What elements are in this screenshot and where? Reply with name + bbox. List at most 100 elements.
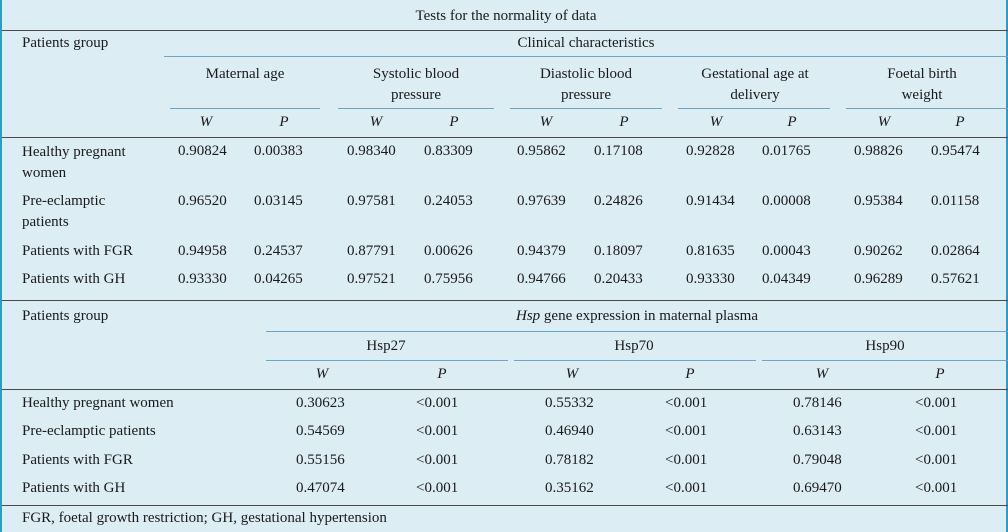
t1-row-group: Pre-eclamptic patients [22, 193, 106, 230]
t2-col-hsp70: Hsp70 [614, 338, 654, 354]
t2-group-header: Patients group [22, 308, 109, 324]
t1-col-rule [510, 108, 662, 109]
t1-col-rule [846, 108, 1008, 109]
t2-cell: <0.001 [416, 423, 459, 439]
t1-cell: 0.81635 [686, 243, 735, 259]
t1-cell: 0.03145 [254, 193, 303, 209]
t2-col-rule [266, 360, 508, 361]
table-footnote: FGR, foetal growth restriction; GH, gest… [22, 510, 387, 526]
t1-col-rule [170, 108, 320, 109]
t1-cell: 0.00043 [762, 243, 811, 259]
t2-cell: 0.35162 [545, 480, 594, 496]
t1-sub-p: P [955, 114, 965, 130]
t1-cell: 0.87791 [347, 243, 396, 259]
t2-cell: 0.55332 [545, 395, 594, 411]
t2-cell: 0.69470 [793, 480, 842, 496]
t2-sub-p: P [685, 366, 695, 382]
t2-cell: <0.001 [915, 480, 958, 496]
t1-sub-p: P [449, 114, 459, 130]
t2-row-group: Healthy pregnant women [22, 395, 174, 411]
t2-span-header-italic: Hsp [515, 308, 541, 324]
t1-cell: 0.01158 [931, 193, 980, 209]
t1-cell: 0.94379 [517, 243, 566, 259]
t1-sub-w: W [369, 114, 383, 130]
t1-cell: 0.96520 [178, 193, 227, 209]
t1-span-rule [164, 56, 1008, 57]
t2-sub-w: W [565, 366, 579, 382]
t1-sub-w: W [539, 114, 553, 130]
t1-cell: 0.04265 [254, 271, 303, 287]
t1-group-header: Patients group [22, 35, 109, 51]
t2-row-group: Pre-eclamptic patients [22, 423, 156, 439]
t1-cell: 0.97521 [347, 271, 396, 287]
t1-cell: 0.20433 [594, 271, 643, 287]
t1-cell: 0.17108 [594, 143, 643, 159]
t1-cell: 0.95384 [854, 193, 903, 209]
t2-cell: 0.47074 [296, 480, 345, 496]
t2-col-hsp27: Hsp27 [366, 338, 406, 354]
t2-cell: 0.79048 [793, 452, 842, 468]
t2-cell: <0.001 [416, 452, 459, 468]
t2-span-header: Hsp gene expression in maternal plasma [264, 308, 1008, 325]
t1-row-group: Healthy pregnant women [22, 144, 126, 181]
t2-col-hsp90: Hsp90 [865, 338, 905, 354]
t1-cell: 0.04349 [762, 271, 811, 287]
t2-col-rule [514, 360, 756, 361]
t1-sub-w: W [199, 114, 213, 130]
table-title: Tests for the normality of data [415, 8, 597, 24]
t2-cell: <0.001 [416, 395, 459, 411]
rule-t1-header [2, 137, 1008, 138]
t2-row-group: Patients with GH [22, 480, 126, 496]
t2-sub-w: W [815, 366, 829, 382]
t1-cell: 0.00008 [762, 193, 811, 209]
t1-row-group: Patients with FGR [22, 243, 133, 259]
t1-sub-p: P [279, 114, 289, 130]
t2-sub-p: P [935, 366, 945, 382]
t2-cell: <0.001 [665, 480, 708, 496]
t2-cell: <0.001 [416, 480, 459, 496]
rule-top [2, 30, 1008, 31]
t1-cell: 0.98826 [854, 143, 903, 159]
t1-cell: 0.95862 [517, 143, 566, 159]
rule-bottom [2, 505, 1008, 506]
t1-cell: 0.93330 [686, 271, 735, 287]
t1-col-diastolic: Diastolic blood pressure [539, 66, 633, 103]
t1-sub-w: W [877, 114, 891, 130]
t2-cell: <0.001 [665, 395, 708, 411]
t2-sub-w: W [315, 366, 329, 382]
t2-cell: 0.46940 [545, 423, 594, 439]
t1-cell: 0.24053 [424, 193, 473, 209]
t1-sub-w: W [709, 114, 723, 130]
t1-cell: 0.83309 [424, 143, 473, 159]
t1-cell: 0.18097 [594, 243, 643, 259]
t1-cell: 0.90262 [854, 243, 903, 259]
t2-cell: 0.55156 [296, 452, 345, 468]
t1-cell: 0.93330 [178, 271, 227, 287]
t2-cell: <0.001 [915, 423, 958, 439]
t2-sub-p: P [437, 366, 447, 382]
t2-row-group: Patients with FGR [22, 452, 133, 468]
t2-cell: 0.63143 [793, 423, 842, 439]
t1-col-rule [338, 108, 494, 109]
t1-cell: 0.94958 [178, 243, 227, 259]
t1-sub-p: P [787, 114, 797, 130]
t1-cell: 0.00383 [254, 143, 303, 159]
t1-col-maternal-age: Maternal age [205, 66, 285, 82]
t2-span-header-rest: gene expression in maternal plasma [540, 308, 759, 324]
t1-cell: 0.02864 [931, 243, 980, 259]
rule-t2-header [2, 389, 1008, 390]
t1-cell: 0.91434 [686, 193, 735, 209]
t1-cell: 0.97581 [347, 193, 396, 209]
t1-col-gestational-age: Gestational age at delivery [701, 66, 809, 103]
t1-cell: 0.75956 [424, 271, 473, 287]
t1-row-group: Patients with GH [22, 271, 126, 287]
t2-cell: <0.001 [665, 423, 708, 439]
t2-cell: <0.001 [915, 452, 958, 468]
t1-cell: 0.95474 [931, 143, 980, 159]
t1-sub-p: P [619, 114, 629, 130]
t2-cell: 0.54569 [296, 423, 345, 439]
t2-cell: 0.78146 [793, 395, 842, 411]
t1-cell: 0.01765 [762, 143, 811, 159]
rule-between-tables [2, 300, 1008, 301]
